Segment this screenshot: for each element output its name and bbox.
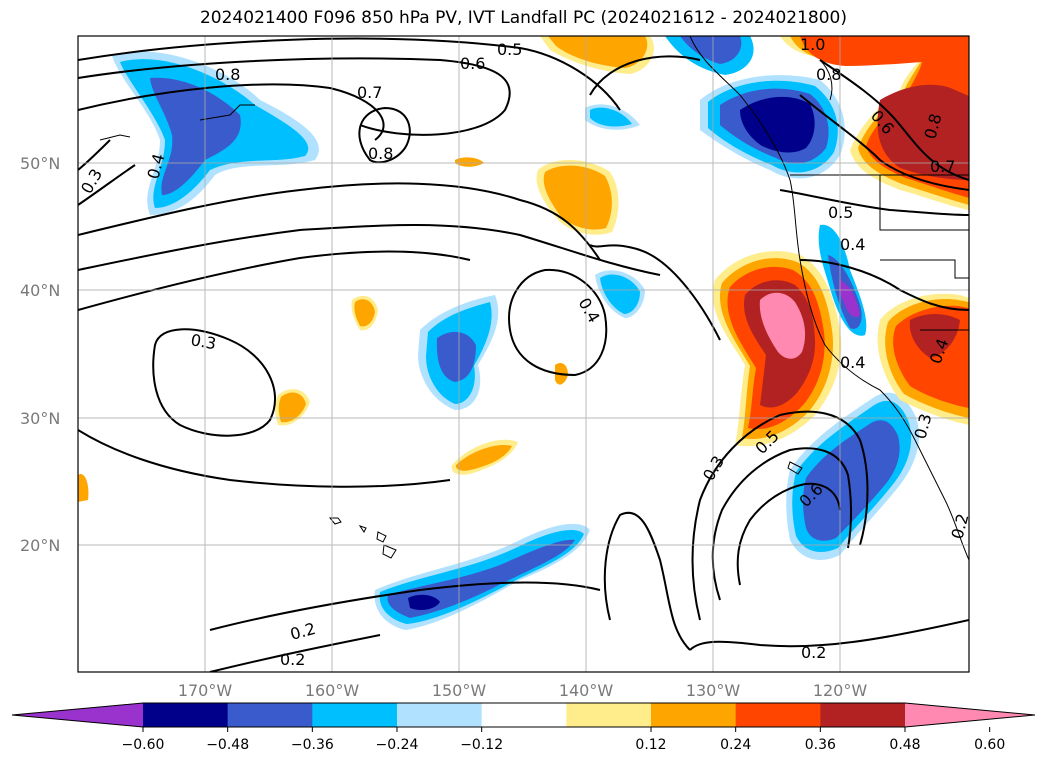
colorbar: −0.60 −0.48 −0.36 −0.24 −0.12 0.12 0.24 0.36 0.4… xyxy=(11,702,1036,753)
lat-tick-label: 20°N xyxy=(20,536,60,555)
colorbar-segment xyxy=(227,703,313,727)
colorbar-tick-label: −0.60 xyxy=(122,737,165,753)
contour-label: 0.2 xyxy=(948,512,973,542)
map-panel: 0.5 0.6 0.8 0.7 0.8 0.4 0.3 0.4 0.3 0.2 … xyxy=(78,35,973,672)
contour-label: 0.4 xyxy=(840,235,865,254)
colorbar-tick-label: 0.48 xyxy=(889,737,920,753)
contour-label: 0.6 xyxy=(460,54,485,73)
colorbar-tick-label: 0.24 xyxy=(720,737,751,753)
contour-label: 0.4 xyxy=(840,353,865,372)
map-title: 2024021400 F096 850 hPa PV, IVT Landfall… xyxy=(199,8,847,28)
lon-tick-label: 140°W xyxy=(559,681,614,700)
colorbar-extend-min xyxy=(12,703,143,727)
longitude-labels: 170°W 160°W 150°W 140°W 130°W 120°W xyxy=(178,681,868,700)
colorbar-segment xyxy=(481,703,567,727)
contour-label: 0.8 xyxy=(368,144,393,163)
contour-label: 0.2 xyxy=(280,650,305,669)
colorbar-tick-label: −0.36 xyxy=(291,737,334,753)
colorbar-extend-max xyxy=(905,703,1035,727)
coastlines xyxy=(99,36,969,561)
latitude-labels: 20°N 30°N 40°N 50°N xyxy=(20,154,60,555)
contour-label: 0.7 xyxy=(930,157,955,176)
contour-label: 0.8 xyxy=(816,65,841,84)
lon-tick-label: 120°W xyxy=(813,681,868,700)
colorbar-segment xyxy=(651,703,737,727)
colorbar-segment xyxy=(735,703,821,727)
ivt-contours xyxy=(78,37,969,672)
contour-label: 1.0 xyxy=(800,35,825,54)
lat-tick-label: 50°N xyxy=(20,154,60,173)
contour-label: 0.8 xyxy=(215,65,240,84)
colorbar-tick-label: −0.24 xyxy=(376,737,419,753)
lon-tick-label: 160°W xyxy=(305,681,360,700)
gridlines xyxy=(78,36,969,672)
colorbar-tick-label: −0.48 xyxy=(206,737,249,753)
colorbar-tick-label: 0.12 xyxy=(635,737,666,753)
colorbar-tick-label: 0.36 xyxy=(805,737,836,753)
contour-label: 0.3 xyxy=(189,330,217,353)
lon-tick-label: 170°W xyxy=(178,681,233,700)
contour-label: 0.2 xyxy=(801,643,826,662)
colorbar-segment xyxy=(312,703,398,727)
lat-tick-label: 30°N xyxy=(20,409,60,428)
contour-label: 0.7 xyxy=(357,83,382,102)
lon-tick-label: 130°W xyxy=(686,681,741,700)
colorbar-tick-label: −0.12 xyxy=(460,737,503,753)
colorbar-segment xyxy=(566,703,652,727)
lat-tick-label: 40°N xyxy=(20,281,60,300)
contour-label: 0.5 xyxy=(497,40,522,59)
map-frame xyxy=(77,35,970,673)
colorbar-segment xyxy=(397,703,483,727)
colorbar-segment xyxy=(143,703,229,727)
contour-label: 0.5 xyxy=(828,203,853,222)
colorbar-tick-label: 0.60 xyxy=(974,737,1005,753)
lon-tick-label: 150°W xyxy=(432,681,487,700)
colorbar-segment xyxy=(820,703,906,727)
